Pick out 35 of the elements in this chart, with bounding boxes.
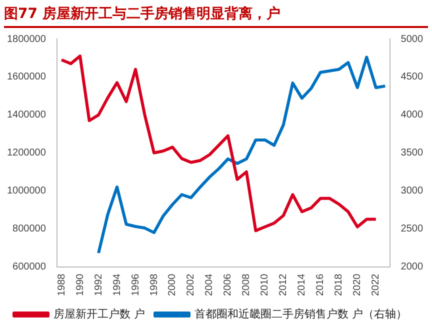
x-tick-label: 1992 <box>93 273 104 296</box>
x-tick-label: 2012 <box>278 273 290 296</box>
legend-label: 房屋新开工户数 户 <box>54 307 145 320</box>
x-tick-label: 1996 <box>130 273 142 296</box>
y-tick-label: 1400000 <box>6 110 46 121</box>
x-tick-label: 2018 <box>334 273 345 296</box>
x-tick-label: 2002 <box>186 273 197 296</box>
y2-tick-label: 4000 <box>400 110 424 121</box>
x-tick-label: 1988 <box>56 273 68 296</box>
x-tick-label: 2016 <box>315 273 326 296</box>
y-tick-label: 1800000 <box>6 34 46 45</box>
x-tick-label: 2020 <box>352 273 364 296</box>
y-tick-label: 1000000 <box>6 186 46 197</box>
x-tick-label: 2022 <box>370 273 382 296</box>
x-tick-label: 2006 <box>222 273 234 296</box>
x-tick-label: 2000 <box>167 273 178 296</box>
x-tick-label: 2004 <box>204 273 216 296</box>
x-tick-label: 1994 <box>112 273 123 296</box>
y-tick-label: 1200000 <box>6 148 46 159</box>
y2-tick-label: 3500 <box>400 148 424 159</box>
y-tick-label: 800000 <box>12 224 46 235</box>
x-tick-label: 2014 <box>296 273 308 296</box>
y2-tick-label: 2500 <box>400 224 424 235</box>
y2-tick-label: 3000 <box>400 186 424 197</box>
y2-tick-label: 4500 <box>400 72 424 83</box>
y2-tick-label: 5000 <box>400 34 424 45</box>
y-tick-label: 1600000 <box>6 72 46 83</box>
chart-title: 图77 房屋新开工与二手房销售明显背离，户 <box>4 2 428 28</box>
x-tick-label: 2010 <box>260 273 271 296</box>
y-tick-label: 600000 <box>12 262 46 273</box>
x-tick-label: 1990 <box>74 273 86 296</box>
legend-label: 首都圈和近畿圈二手房销售户数 户（右轴） <box>194 307 407 320</box>
x-tick-label: 2008 <box>241 273 252 296</box>
y2-tick-label: 2000 <box>400 262 424 273</box>
x-tick-label: 1998 <box>148 273 160 296</box>
